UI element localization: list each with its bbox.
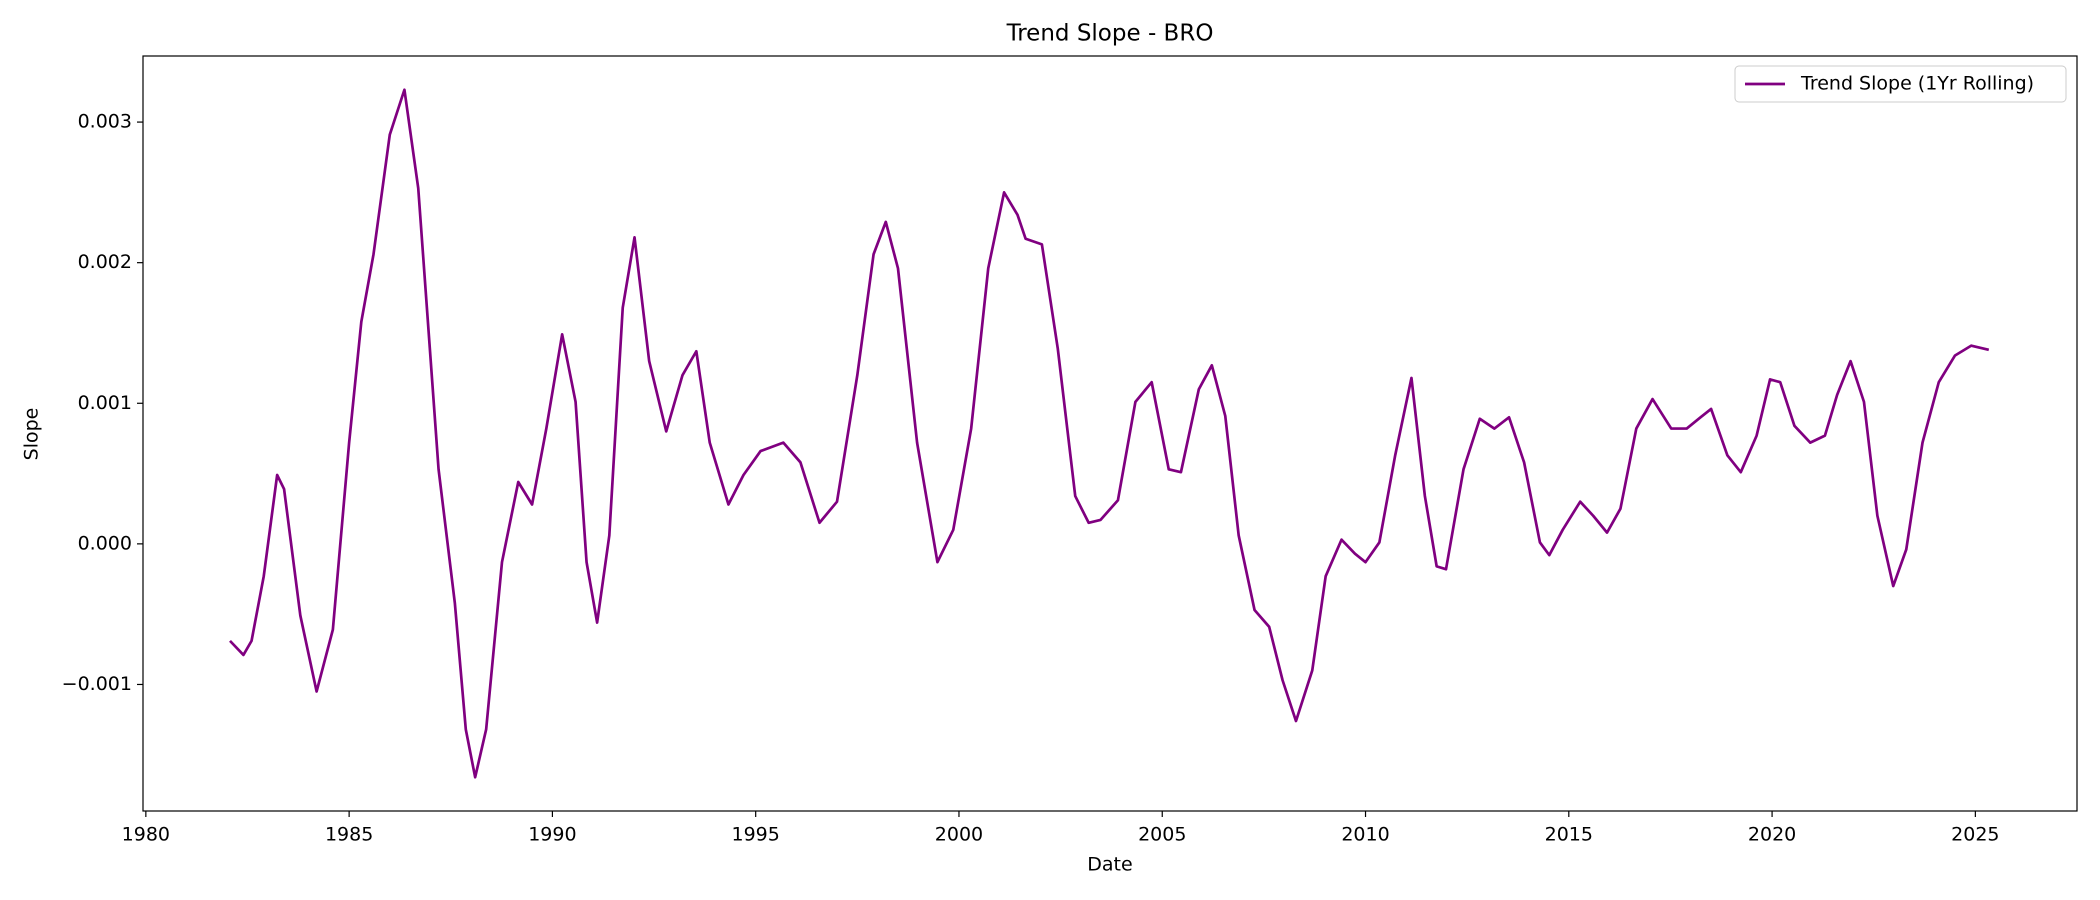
x-tick-label: 2000 (935, 824, 983, 846)
data-line (229, 88, 1990, 779)
y-tick-label: −0.001 (62, 673, 132, 695)
y-axis-label: Slope (21, 408, 43, 461)
x-tick-label: 1995 (732, 824, 780, 846)
x-tick-label: 2025 (1951, 824, 1999, 846)
legend-box (1734, 65, 2067, 103)
y-tick-label: 0.001 (78, 392, 132, 414)
plot-frame (142, 55, 2078, 812)
x-tick-label: 1980 (122, 824, 170, 846)
y-tick-label: 0.003 (78, 111, 132, 133)
x-tick-label: 2005 (1138, 824, 1186, 846)
y-tick-label: 0.000 (78, 532, 132, 554)
chart-title: Trend Slope - BRO (1006, 21, 1214, 47)
legend-label: Trend Slope (1Yr Rolling) (1800, 73, 2034, 95)
x-tick-label: 2015 (1545, 824, 1593, 846)
x-tick-label: 1985 (325, 824, 373, 846)
y-tick-label: 0.002 (78, 251, 132, 273)
x-axis-label: Date (1087, 854, 1132, 876)
x-tick-label: 2020 (1748, 824, 1796, 846)
x-tick-label: 2010 (1341, 824, 1389, 846)
x-tick-label: 1990 (528, 824, 576, 846)
